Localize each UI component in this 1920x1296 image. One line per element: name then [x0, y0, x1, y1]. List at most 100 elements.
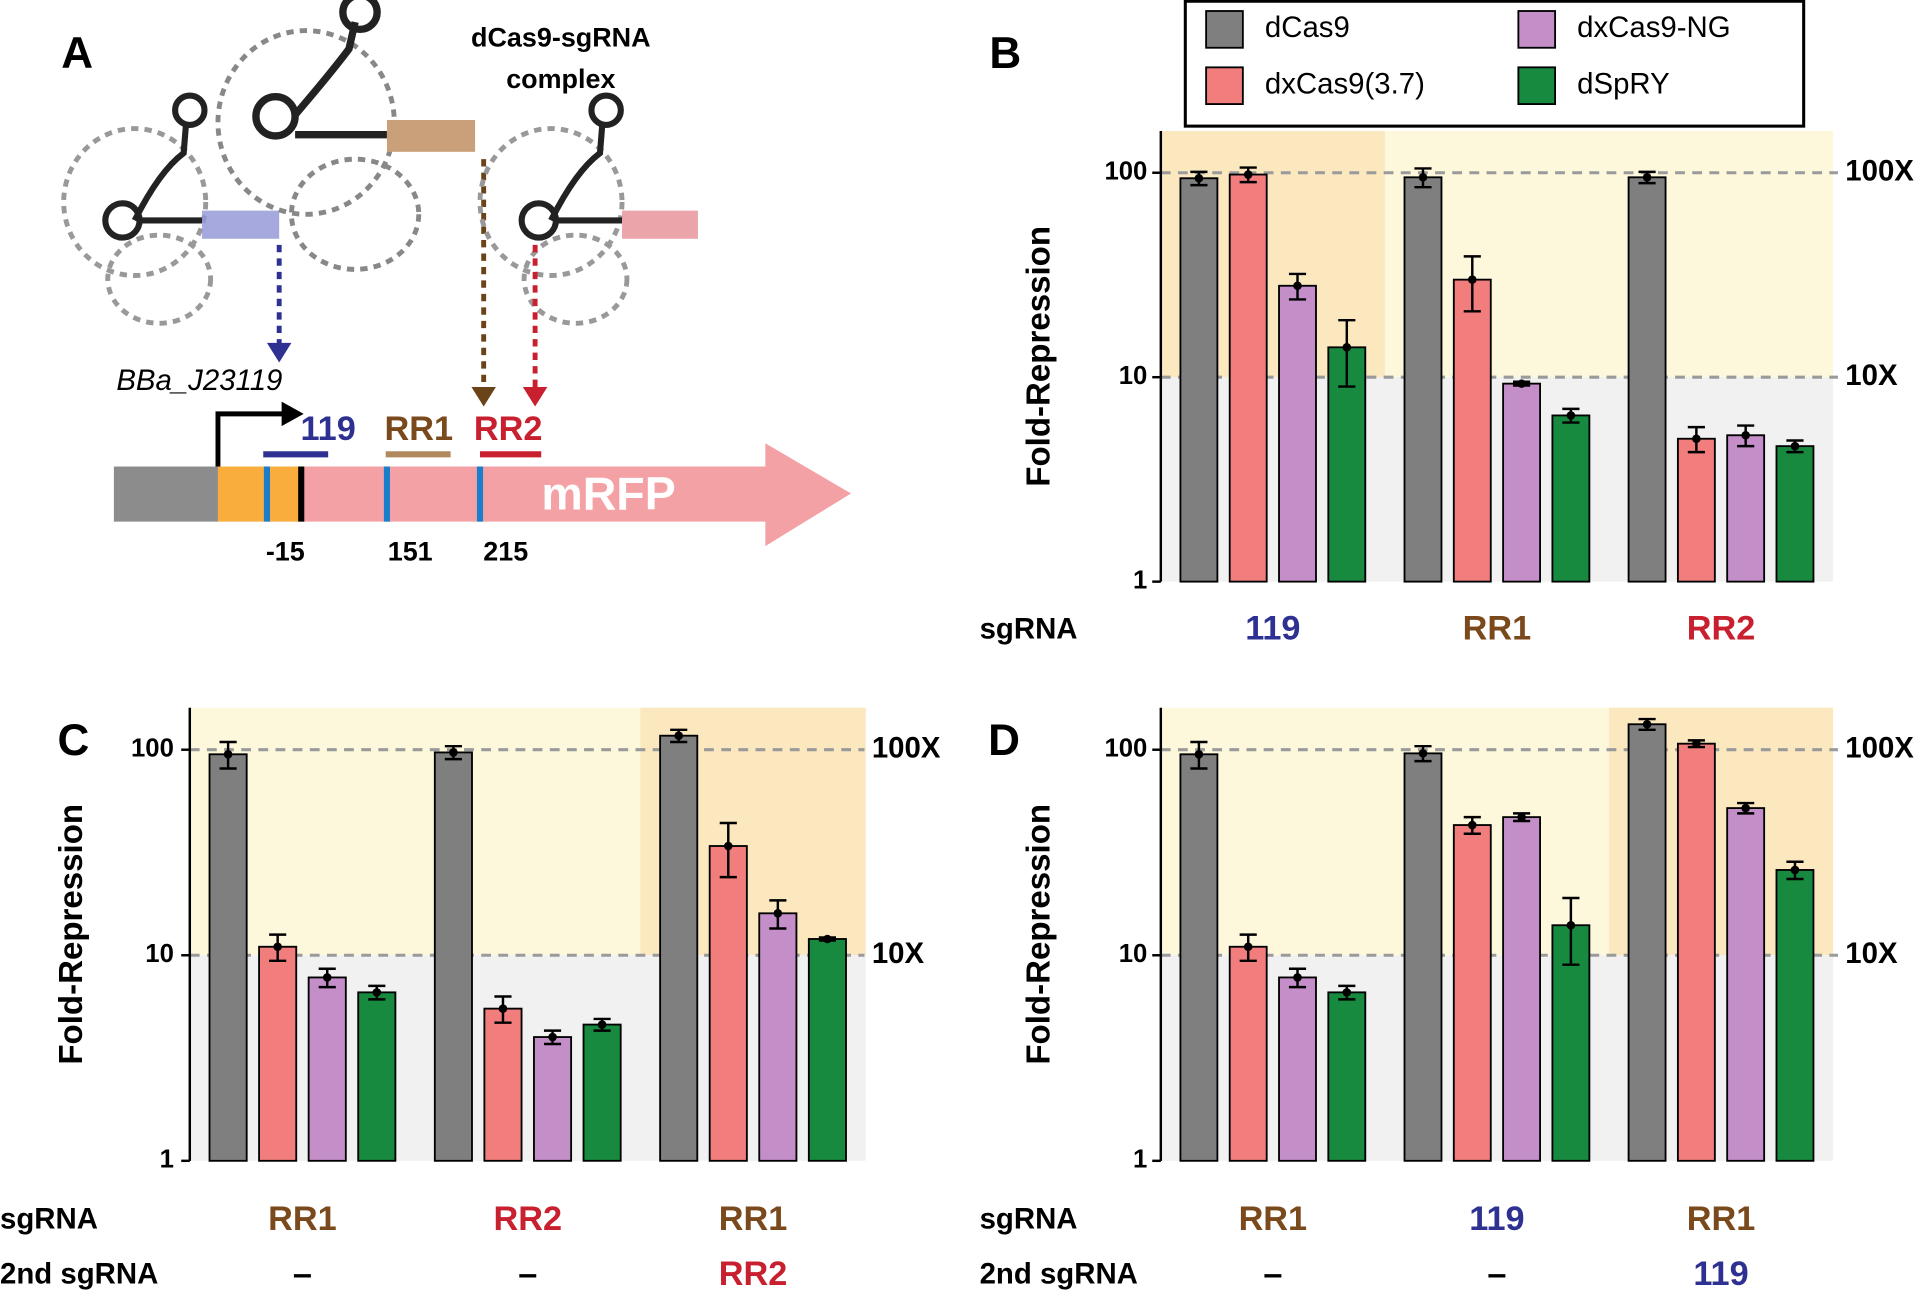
position-label: 151: [388, 537, 433, 567]
y-tick-label: 100: [1104, 158, 1147, 186]
bar: [1278, 284, 1317, 583]
bar: [1403, 176, 1443, 583]
bar: [1502, 382, 1541, 583]
y-tick-label: 10: [1119, 940, 1148, 968]
bar: [1627, 723, 1667, 1162]
x-tick-label: –: [518, 1255, 537, 1293]
bar: [1179, 177, 1219, 583]
complex-label: complex: [506, 64, 615, 94]
bar: [1228, 945, 1268, 1162]
bar: [758, 912, 798, 1162]
data-point: [823, 934, 832, 944]
y-axis-label: Fold-Repression: [53, 804, 90, 1065]
data-point: [498, 1004, 508, 1013]
data-point: [449, 748, 458, 757]
data-point: [1692, 739, 1701, 748]
complex-center: [215, 0, 496, 407]
data-point: [1342, 343, 1352, 352]
legend: dCas9 dxCas9(3.7) dxCas9-NG dSpRY: [1183, 0, 1806, 128]
x-tick-label: RR1: [268, 1200, 337, 1238]
data-point: [1741, 803, 1750, 813]
error-bar: [1338, 318, 1356, 388]
panel-letter: B: [989, 29, 1021, 78]
bar: [582, 1023, 622, 1162]
x-tick-label: RR1: [1239, 1200, 1308, 1238]
data-point: [548, 1032, 557, 1042]
plot-background: [1160, 955, 1834, 1161]
bar: [1452, 278, 1492, 583]
row-label: 2nd sgRNA: [980, 1258, 1138, 1291]
bar-chart: C 10X 100X 1 10 100 Fold-Repression sgRNA RR1 RR2…: [0, 707, 941, 1293]
bar: [1551, 924, 1591, 1162]
y-tick-label: 10: [1119, 362, 1148, 390]
bar: [307, 976, 347, 1162]
row-label: sgRNA: [980, 1203, 1078, 1236]
y-tick-label: 100: [131, 735, 174, 763]
data-point: [1418, 749, 1428, 758]
x-tick-label: –: [1263, 1255, 1282, 1293]
legend-label: dSpRY: [1577, 67, 1670, 100]
data-point: [1517, 812, 1526, 822]
bar: [483, 1007, 523, 1162]
x-tick-label: RR1: [719, 1200, 788, 1238]
gene-label: mRFP: [541, 467, 675, 519]
data-point: [1418, 173, 1428, 182]
data-point: [1566, 920, 1576, 930]
x-tick-label: 119: [1693, 1255, 1748, 1293]
reference-label: 100X: [1845, 731, 1914, 764]
row-label: sgRNA: [980, 612, 1078, 645]
data-point: [1692, 434, 1701, 444]
y-axis-label: Fold-Repression: [1021, 804, 1058, 1065]
x-tick-label: RR1: [1463, 610, 1532, 648]
data-point: [1243, 942, 1253, 952]
y-tick-label: 1: [1133, 1146, 1147, 1174]
y-tick-label: 1: [1133, 566, 1147, 594]
reference-label: 10X: [872, 937, 925, 970]
data-point: [597, 1020, 607, 1029]
data-point: [1194, 173, 1204, 183]
bar-chart: B 10X 100X 1 10 100 Fold-Repression sgRNA 119 RR1…: [980, 29, 1915, 648]
data-point: [1243, 170, 1253, 179]
legend-label: dxCas9(3.7): [1265, 67, 1425, 100]
bar: [533, 1036, 573, 1162]
reference-label: 10X: [1845, 937, 1898, 970]
position-label: -15: [266, 537, 305, 567]
complex-right: [477, 92, 698, 407]
data-point: [1468, 820, 1477, 830]
bar: [1502, 816, 1541, 1162]
bar: [1278, 976, 1317, 1162]
legend-swatch: [1517, 66, 1557, 105]
error-bar: [1562, 896, 1580, 966]
data-point: [773, 909, 783, 918]
x-tick-label: 119: [1245, 610, 1300, 648]
reference-label: 100X: [1845, 155, 1914, 188]
bar: [1452, 824, 1492, 1162]
bar: [1726, 807, 1766, 1162]
bar: [357, 991, 397, 1162]
y-tick-label: 100: [1104, 735, 1147, 763]
target-label: 119: [301, 410, 356, 448]
plot-background: [189, 955, 866, 1161]
bar: [1676, 742, 1716, 1162]
x-tick-label: –: [1487, 1255, 1506, 1293]
data-point: [223, 750, 233, 759]
y-tick-label: 10: [145, 940, 174, 968]
complex-left: [61, 92, 292, 363]
bar: [807, 938, 847, 1162]
row-label: sgRNA: [0, 1203, 98, 1236]
bar: [1676, 437, 1716, 583]
bar: [433, 751, 473, 1162]
data-point: [1790, 441, 1800, 451]
bar: [258, 945, 298, 1162]
promoter-label: BBa_J23119: [116, 364, 282, 397]
bar: [1775, 869, 1815, 1162]
data-point: [1342, 988, 1352, 997]
bar: [659, 734, 699, 1162]
bar: [1327, 991, 1367, 1162]
data-point: [1293, 973, 1302, 982]
legend-swatch: [1517, 10, 1557, 49]
plot-background: [1160, 377, 1834, 582]
complex-label: dCas9-sgRNA: [471, 22, 651, 52]
row-label: 2nd sgRNA: [0, 1258, 158, 1291]
